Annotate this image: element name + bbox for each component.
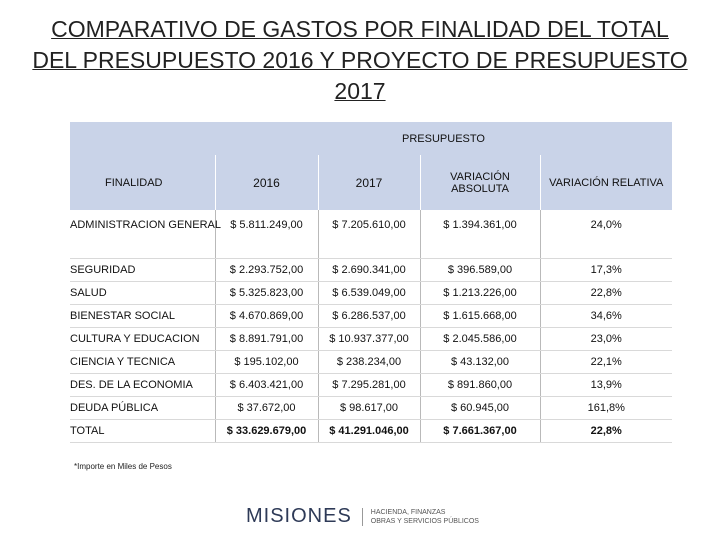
cell: 34,6%: [539, 304, 672, 328]
cell: $ 396.589,00: [419, 258, 540, 282]
cell: $ 5.325.823,00: [214, 281, 318, 305]
cell: $ 7.295.281,00: [317, 373, 420, 397]
cell: 23,0%: [539, 327, 672, 351]
cell: $ 1.213.226,00: [419, 281, 540, 305]
row-label: SEGURIDAD: [70, 258, 215, 282]
cell: $ 6.403.421,00: [214, 373, 318, 397]
logo-subtitle: HACIENDA, FINANZAS OBRAS Y SERVICIOS PÚBL…: [361, 507, 479, 526]
row-label: CULTURA Y EDUCACION: [70, 327, 215, 351]
column-header: VARIACIÓN RELATIVA: [539, 155, 672, 210]
cell: $ 43.132,00: [419, 350, 540, 374]
row-label: TOTAL: [70, 419, 215, 443]
column-header: 2016: [214, 155, 318, 210]
table-row: CIENCIA Y TECNICA $ 195.102,00 $ 238.234,0…: [70, 350, 672, 374]
row-label: SALUD: [70, 281, 215, 305]
cell: $ 1.394.361,00: [419, 210, 540, 259]
cell: 17,3%: [539, 258, 672, 282]
row-label: DES. DE LA ECONOMIA: [70, 373, 215, 397]
table-row: CULTURA Y EDUCACION $ 8.891.791,00 $ 10.93…: [70, 327, 672, 351]
cell: $ 33.629.679,00: [214, 419, 318, 443]
cell: $ 891.860,00: [419, 373, 540, 397]
budget-table: PRESUPUESTO FINALIDAD 2016 2017 VARIACIÓN AB…: [70, 122, 672, 443]
cell: $ 98.617,00: [317, 396, 420, 420]
logo-subtitle-line: OBRAS Y SERVICIOS PÚBLICOS: [370, 517, 479, 525]
table-row: SALUD $ 5.325.823,00 $ 6.539.049,00 $ 1.213…: [70, 281, 672, 305]
table-row: TOTAL $ 33.629.679,00 $ 41.291.046,00 $ 7.6…: [70, 419, 672, 443]
cell: $ 6.286.537,00: [317, 304, 420, 328]
row-label: CIENCIA Y TECNICA: [70, 350, 215, 374]
cell: $ 60.945,00: [419, 396, 540, 420]
column-header-row: FINALIDAD 2016 2017 VARIACIÓN ABSOLUTA VARIA…: [70, 155, 672, 210]
cell: $ 2.293.752,00: [214, 258, 318, 282]
logo-name: MISIONES: [246, 505, 352, 527]
cell: $ 4.670.869,00: [214, 304, 318, 328]
cell: $ 195.102,00: [214, 350, 318, 374]
table-row: DES. DE LA ECONOMIA $ 6.403.421,00 $ 7.295…: [70, 373, 672, 397]
cell: $ 2.690.341,00: [317, 258, 420, 282]
cell: $ 7.205.610,00: [317, 210, 420, 259]
cell: $ 5.811.249,00: [214, 210, 318, 259]
cell: $ 1.615.668,00: [419, 304, 540, 328]
cell: 24,0%: [539, 210, 672, 259]
title: COMPARATIVO DE GASTOS POR FINALIDAD DEL …: [20, 14, 700, 107]
column-header: VARIACIÓN ABSOLUTA: [419, 155, 540, 210]
title-line: DEL PRESUPUESTO 2016 Y PROYECTO DE PRESU…: [32, 47, 688, 73]
title-line: 2017: [334, 78, 386, 104]
logo-subtitle-line: HACIENDA, FINANZAS: [370, 508, 446, 516]
table-row: ADMINISTRACION GENERAL $ 5.811.249,00 $ 7.…: [70, 210, 672, 259]
cell: $ 8.891.791,00: [214, 327, 318, 351]
cell: $ 41.291.046,00: [317, 419, 420, 443]
cell: 13,9%: [539, 373, 672, 397]
table-row: BIENESTAR SOCIAL $ 4.670.869,00 $ 6.286.53…: [70, 304, 672, 328]
footnote: *Importe en Miles de Pesos: [74, 462, 172, 471]
cell: $ 37.672,00: [214, 396, 318, 420]
row-label: DEUDA PÚBLICA: [70, 396, 215, 420]
cell: 161,8%: [539, 396, 672, 420]
cell: 22,8%: [539, 419, 672, 443]
row-label: ADMINISTRACION GENERAL: [70, 210, 221, 259]
group-header-row: PRESUPUESTO: [70, 122, 672, 155]
table-row: DEUDA PÚBLICA $ 37.672,00 $ 98.617,00 $ 60.…: [70, 396, 672, 420]
cell: $ 238.234,00: [317, 350, 420, 374]
group-header: PRESUPUESTO: [215, 122, 672, 155]
header-cell: [70, 122, 215, 155]
title-line: COMPARATIVO DE GASTOS POR FINALIDAD DEL …: [51, 16, 669, 42]
cell: 22,8%: [539, 281, 672, 305]
cell: $ 10.937.377,00: [317, 327, 420, 351]
cell: $ 2.045.586,00: [419, 327, 540, 351]
column-header: 2017: [317, 155, 420, 210]
cell: $ 7.661.367,00: [419, 419, 540, 443]
column-header: FINALIDAD: [70, 155, 215, 210]
table-row: SEGURIDAD $ 2.293.752,00 $ 2.690.341,00 $ 3…: [70, 258, 672, 282]
row-label: BIENESTAR SOCIAL: [70, 304, 215, 328]
logo: MISIONES HACIENDA, FINANZAS OBRAS Y SERVI…: [246, 505, 479, 528]
cell: 22,1%: [539, 350, 672, 374]
cell: $ 6.539.049,00: [317, 281, 420, 305]
